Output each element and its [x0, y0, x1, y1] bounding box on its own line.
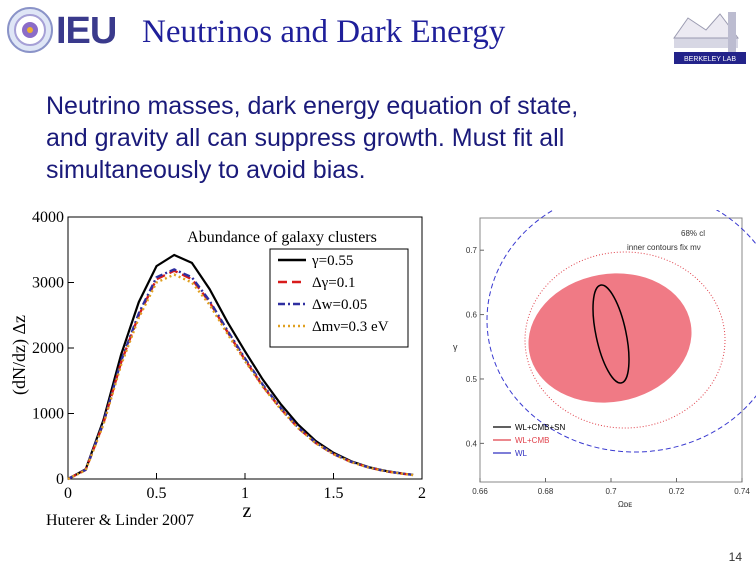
legend-label: Δγ=0.1 — [312, 275, 355, 291]
contour-plot: 0.66 0.68 0.7 0.72 0.74 0.4 0.5 0.6 0.7 68% cl i… — [453, 210, 756, 509]
y-tick-label: 3000 — [32, 275, 64, 292]
annotation-inner: inner contours fix mν — [627, 243, 701, 252]
chart-lines — [67, 253, 414, 481]
chart-legend: γ=0.55 Δγ=0.1 Δw=0.05 Δmν=0.3 eV — [278, 253, 389, 335]
body-line: Neutrino masses, dark energy equation of… — [46, 92, 579, 120]
legend-label: Δw=0.05 — [312, 297, 367, 313]
contour-y-tick-label: 0.5 — [466, 375, 478, 384]
y-tick-label: 4000 — [32, 209, 64, 226]
contour-y-label: γ — [453, 342, 458, 352]
body-line: and gravity all can suppress growth. Mus… — [46, 124, 565, 152]
legend-label: γ=0.55 — [311, 253, 353, 269]
wl-contour — [486, 210, 756, 453]
contour-x-label: Ωᴅᴇ — [618, 500, 632, 509]
contour-legend-label: WL — [515, 449, 528, 458]
berkeley-lab-text: BERKELEY LAB — [684, 56, 736, 63]
contour-x-tick-label: 0.72 — [669, 487, 685, 496]
org-label: IEU — [56, 10, 117, 52]
y-tick-label: 0 — [56, 471, 64, 488]
slide-title: Neutrinos and Dark Energy — [142, 14, 506, 50]
legend-label: Δmν=0.3 eV — [312, 319, 389, 335]
body-line: simultaneously to avoid bias. — [46, 156, 366, 184]
wl-cmb-sn-inner-contour — [592, 284, 630, 384]
x-tick-label: 0.5 — [147, 485, 167, 502]
contour-x-tick-label: 0.74 — [734, 487, 750, 496]
contour-x-tick-label: 0.66 — [472, 487, 488, 496]
berkeley-lab-logo-icon: BERKELEY LAB — [673, 12, 746, 64]
contour-y-tick-label: 0.7 — [466, 246, 478, 255]
y-axis-label: (dN/dz) Δz — [9, 315, 30, 395]
wl-cmb-sn-fill — [528, 273, 692, 403]
x-tick-label: 0 — [64, 485, 72, 502]
x-tick-label: 1.5 — [324, 485, 344, 502]
chart-title: Abundance of galaxy clusters — [187, 229, 377, 246]
cluster-abundance-chart: 0 0.5 1 1.5 2 0 1000 2000 3000 4000 Abundance of … — [9, 209, 426, 522]
contour-x-tick-label: 0.7 — [605, 487, 617, 496]
y-tick-label: 1000 — [32, 406, 64, 423]
contour-legend-label: WL+CMB — [515, 436, 549, 445]
series-line — [67, 273, 414, 481]
contour-ticks: 0.66 0.68 0.7 0.72 0.74 0.4 0.5 0.6 0.7 — [466, 246, 750, 496]
y-tick-label: 2000 — [32, 340, 64, 357]
annotation-cl: 68% cl — [681, 229, 705, 238]
contour-x-tick-label: 0.68 — [538, 487, 554, 496]
contour-legend-label: WL+CMB+SN — [515, 423, 565, 432]
citation: Huterer & Linder 2007 — [46, 512, 194, 529]
x-tick-label: 1 — [241, 485, 249, 502]
chart-ticks: 0 0.5 1 1.5 2 0 1000 2000 3000 4000 — [32, 209, 426, 502]
wl-cmb-outer-contour — [524, 251, 726, 429]
x-axis-label: z — [243, 500, 252, 522]
page-number: 14 — [728, 550, 742, 564]
x-tick-label: 2 — [418, 485, 426, 502]
contour-y-tick-label: 0.6 — [466, 311, 478, 320]
contour-y-tick-label: 0.4 — [466, 439, 478, 448]
series-line — [67, 268, 414, 481]
ieu-logo-icon — [7, 7, 53, 53]
body-text: Neutrino masses, dark energy equation of… — [46, 90, 726, 186]
legend-box — [269, 248, 409, 348]
contour-legend: WL+CMB+SN WL+CMB WL — [493, 423, 565, 458]
